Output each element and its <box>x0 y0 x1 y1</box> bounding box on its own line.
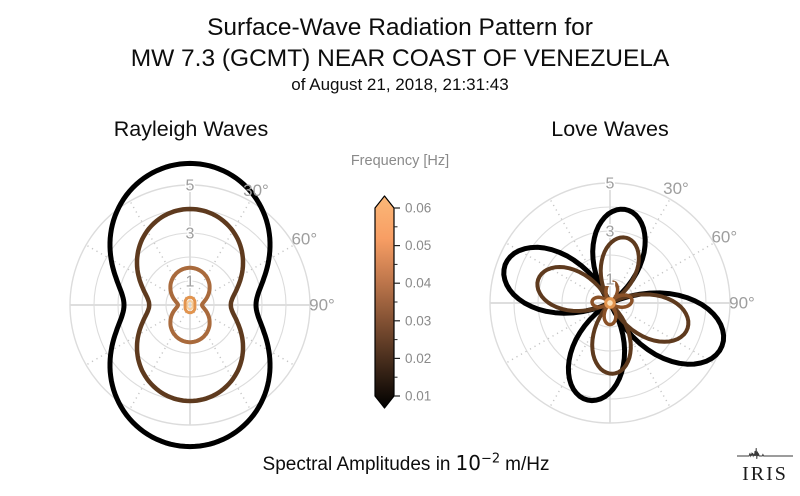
love-grid-spoke-dotted <box>616 242 715 300</box>
colorbar-tick-label: 0.05 <box>405 238 431 253</box>
rayleigh-polar-plot: 1 3 5 30° 60° 90° <box>69 160 335 450</box>
caption-suffix: m/Hz <box>505 454 550 475</box>
colorbar-tick-label: 0.06 <box>405 201 431 216</box>
love-angle-label: 30° <box>663 179 689 198</box>
rayleigh-grid-spoke-dotted <box>196 244 295 302</box>
iris-logo-seismogram-icon <box>737 447 793 460</box>
rayleigh-radial-tick-label: 3 <box>186 226 195 243</box>
caption-power-of-ten: 10−2 <box>455 451 501 475</box>
rayleigh-grid-circle-r5 <box>69 184 311 426</box>
colorbar-tick-label: 0.03 <box>405 313 431 328</box>
iris-logo-text: IRIS <box>742 463 788 485</box>
love-curve-0.045hz <box>590 280 634 327</box>
love-radial-tick-label: 1 <box>606 272 615 289</box>
love-radial-tick-label: 5 <box>606 176 615 193</box>
love-curve-0.01hz <box>501 206 727 404</box>
rayleigh-subplot-title: Rayleigh Waves <box>113 117 269 141</box>
colorbar-tick-label: 0.04 <box>405 276 432 291</box>
iris-logo: IRIS <box>734 447 796 486</box>
love-center-dot <box>604 297 616 309</box>
colorbar-title: Frequency [Hz] <box>351 153 449 169</box>
rayleigh-angle-label: 60° <box>291 230 317 249</box>
love-angle-label: 90° <box>729 294 755 313</box>
figure-title-line2: MW 7.3 (GCMT) NEAR COAST OF VENEZUELA <box>130 45 670 72</box>
figure-title-line3: of August 21, 2018, 21:31:43 <box>291 75 509 94</box>
rayleigh-radial-tick-label: 1 <box>186 274 195 291</box>
figure-title-line1: Surface-Wave Radiation Pattern for <box>207 14 593 41</box>
love-grid-spoke-dotted <box>505 306 604 364</box>
love-angle-label: 60° <box>711 228 737 247</box>
rayleigh-grid-spoke-dotted <box>85 244 184 302</box>
rayleigh-radial-tick-label: 5 <box>186 178 195 195</box>
rayleigh-angle-label: 30° <box>243 181 269 200</box>
rayleigh-angle-label: 90° <box>309 296 335 315</box>
colorbar-bar <box>374 195 395 409</box>
love-curve-0.03hz <box>535 235 691 376</box>
amplitude-units-caption: Spectral Amplitudes in 10−2 m/Hz <box>0 451 800 476</box>
rayleigh-grid-spoke-dotted <box>196 308 295 366</box>
rayleigh-curve-0.03hz <box>134 206 246 404</box>
love-grid-circle-r4 <box>513 206 707 400</box>
love-radial-tick-label: 3 <box>606 224 615 241</box>
rayleigh-curve-0.06hz <box>186 299 194 311</box>
rayleigh-curve-0.01hz <box>107 160 273 450</box>
colorbar-tick-label: 0.02 <box>405 351 431 366</box>
love-grid-spoke-dotted <box>613 198 671 297</box>
love-subplot-title: Love Waves <box>551 117 669 141</box>
love-grid-circle-r2 <box>561 254 659 352</box>
love-grid-circle-r1 <box>585 278 635 328</box>
rayleigh-curve-0.045hz <box>168 265 212 345</box>
rayleigh-grid-circle-r2 <box>141 256 239 354</box>
rayleigh-grid-circle-r1 <box>165 280 215 330</box>
caption-prefix: Spectral Amplitudes in <box>262 454 451 475</box>
love-polar-plot: 1 3 5 30° 60° 90° <box>489 174 755 424</box>
colorbar-tick-label: 0.01 <box>405 389 431 404</box>
frequency-colorbar: 0.06 0.05 0.04 0.03 0.02 0.01 Frequency [Hz] <box>351 153 449 409</box>
love-grid-circle-r5 <box>489 182 731 424</box>
rayleigh-grid-circle-r3 <box>117 232 263 378</box>
rayleigh-grid-spoke-dotted <box>85 308 184 366</box>
rayleigh-curve-0.055hz <box>183 295 197 315</box>
